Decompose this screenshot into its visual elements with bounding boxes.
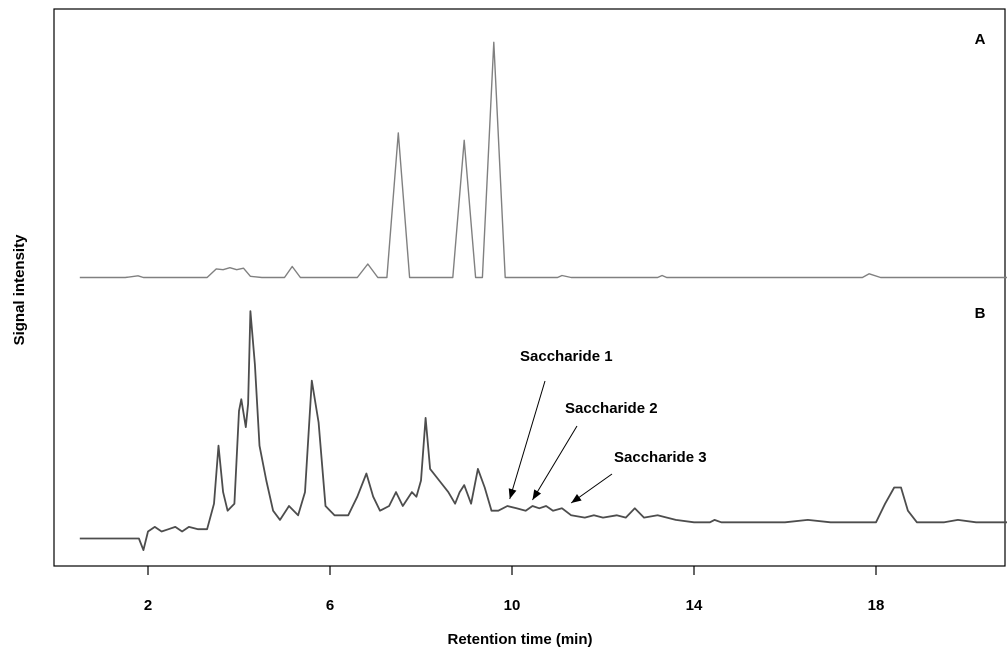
panel-label-b: B (975, 305, 986, 322)
x-tick-label: 18 (868, 597, 885, 614)
plot-frame (53, 8, 1006, 567)
x-axis-label: Retention time (min) (448, 631, 593, 648)
arrowhead (532, 489, 542, 500)
x-tick-label: 2 (144, 597, 152, 614)
annotations: Saccharide 1 Saccharide 2 Saccharide 3 (508, 348, 707, 504)
annotation-arrow (509, 380, 546, 500)
x-axis-ticks: 2 6 10 14 18 (144, 566, 885, 614)
annotation-arrow (532, 425, 578, 501)
arrowhead (571, 493, 582, 503)
y-axis-label: Signal intensity (11, 234, 28, 346)
arrowhead (508, 488, 517, 499)
x-tick-label: 6 (326, 597, 334, 614)
trace-a (79, 41, 1007, 279)
annotation-label: Saccharide 3 (614, 449, 707, 466)
trace-b (79, 310, 1007, 551)
chromatogram-traces (79, 41, 1007, 551)
annotation-label: Saccharide 1 (520, 348, 613, 365)
panel-label-a: A (975, 31, 986, 48)
annotation-label: Saccharide 2 (565, 400, 658, 417)
x-tick-label: 14 (686, 597, 703, 614)
x-tick-label: 10 (504, 597, 521, 614)
